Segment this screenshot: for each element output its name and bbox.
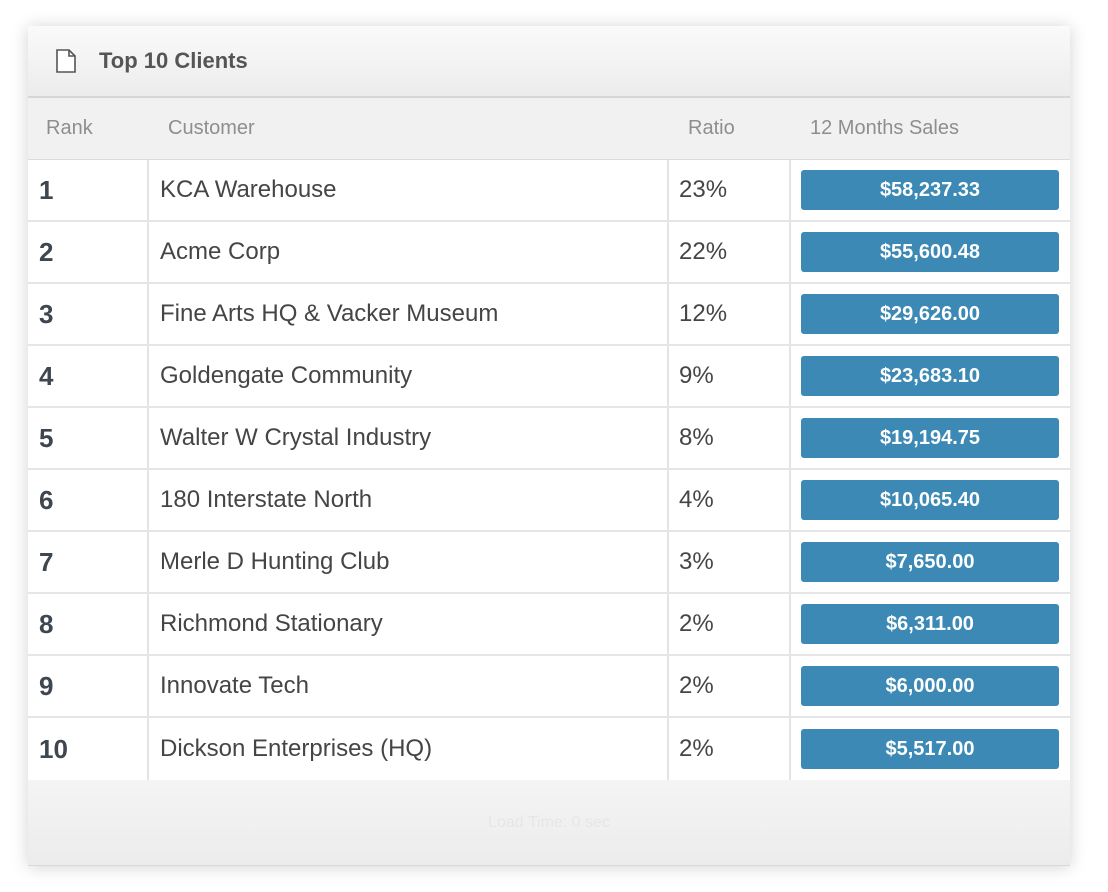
sales-cell: $23,683.10 bbox=[791, 346, 1070, 406]
table-row[interactable]: 7 Merle D Hunting Club 3% $7,650.00 bbox=[28, 532, 1070, 594]
sales-badge: $29,626.00 bbox=[801, 294, 1059, 334]
ratio-cell: 9% bbox=[669, 346, 791, 406]
table-row[interactable]: 6 180 Interstate North 4% $10,065.40 bbox=[28, 470, 1070, 532]
customer-cell: Dickson Enterprises (HQ) bbox=[149, 718, 669, 780]
sales-badge: $10,065.40 bbox=[801, 480, 1059, 520]
column-header-customer[interactable]: Customer bbox=[168, 117, 255, 139]
ratio-cell: 12% bbox=[669, 284, 791, 344]
ratio-cell: 2% bbox=[669, 718, 791, 780]
sales-badge: $55,600.48 bbox=[801, 232, 1059, 272]
sales-cell: $6,311.00 bbox=[791, 594, 1070, 654]
sales-cell: $29,626.00 bbox=[791, 284, 1070, 344]
rank-cell: 9 bbox=[28, 656, 149, 716]
table-row[interactable]: 5 Walter W Crystal Industry 8% $19,194.7… bbox=[28, 408, 1070, 470]
ratio-cell: 2% bbox=[669, 594, 791, 654]
rank-cell: 1 bbox=[28, 160, 149, 220]
rank-cell: 2 bbox=[28, 222, 149, 282]
panel-header: Top 10 Clients bbox=[28, 26, 1070, 98]
sales-cell: $58,237.33 bbox=[791, 160, 1070, 220]
rank-cell: 7 bbox=[28, 532, 149, 592]
table-row[interactable]: 4 Goldengate Community 9% $23,683.10 bbox=[28, 346, 1070, 408]
rank-cell: 10 bbox=[28, 718, 149, 780]
column-header-rank[interactable]: Rank bbox=[46, 117, 93, 139]
sales-badge: $58,237.33 bbox=[801, 170, 1059, 210]
rank-cell: 3 bbox=[28, 284, 149, 344]
rank-cell: 8 bbox=[28, 594, 149, 654]
table-row[interactable]: 10 Dickson Enterprises (HQ) 2% $5,517.00 bbox=[28, 718, 1070, 780]
sales-badge: $6,311.00 bbox=[801, 604, 1059, 644]
customer-cell: Acme Corp bbox=[149, 222, 669, 282]
document-icon bbox=[55, 49, 77, 73]
sales-cell: $55,600.48 bbox=[791, 222, 1070, 282]
sales-cell: $10,065.40 bbox=[791, 470, 1070, 530]
column-header-sales[interactable]: 12 Months Sales bbox=[810, 117, 959, 139]
top-clients-panel: Top 10 Clients Rank Customer Ratio 12 Mo… bbox=[28, 26, 1070, 866]
customer-cell: Merle D Hunting Club bbox=[149, 532, 669, 592]
customer-cell: KCA Warehouse bbox=[149, 160, 669, 220]
panel-title: Top 10 Clients bbox=[99, 48, 248, 73]
ratio-cell: 8% bbox=[669, 408, 791, 468]
ratio-cell: 3% bbox=[669, 532, 791, 592]
table-header: Rank Customer Ratio 12 Months Sales bbox=[28, 98, 1070, 160]
table-row[interactable]: 2 Acme Corp 22% $55,600.48 bbox=[28, 222, 1070, 284]
sales-badge: $23,683.10 bbox=[801, 356, 1059, 396]
column-header-ratio[interactable]: Ratio bbox=[688, 117, 735, 139]
sales-cell: $6,000.00 bbox=[791, 656, 1070, 716]
customer-cell: Richmond Stationary bbox=[149, 594, 669, 654]
table-row[interactable]: 9 Innovate Tech 2% $6,000.00 bbox=[28, 656, 1070, 718]
rank-cell: 5 bbox=[28, 408, 149, 468]
sales-badge: $7,650.00 bbox=[801, 542, 1059, 582]
clients-table-body: 1 KCA Warehouse 23% $58,237.33 2 Acme Co… bbox=[28, 160, 1070, 780]
table-row[interactable]: 8 Richmond Stationary 2% $6,311.00 bbox=[28, 594, 1070, 656]
table-row[interactable]: 1 KCA Warehouse 23% $58,237.33 bbox=[28, 160, 1070, 222]
ratio-cell: 22% bbox=[669, 222, 791, 282]
sales-badge: $5,517.00 bbox=[801, 729, 1059, 769]
sales-cell: $19,194.75 bbox=[791, 408, 1070, 468]
sales-cell: $5,517.00 bbox=[791, 718, 1070, 780]
sales-badge: $19,194.75 bbox=[801, 418, 1059, 458]
customer-cell: Fine Arts HQ & Vacker Museum bbox=[149, 284, 669, 344]
panel-footer: Load Time: 0 sec bbox=[28, 780, 1070, 866]
customer-cell: Innovate Tech bbox=[149, 656, 669, 716]
sales-cell: $7,650.00 bbox=[791, 532, 1070, 592]
load-time-text: Load Time: 0 sec bbox=[488, 813, 610, 831]
customer-cell: Walter W Crystal Industry bbox=[149, 408, 669, 468]
sales-badge: $6,000.00 bbox=[801, 666, 1059, 706]
ratio-cell: 2% bbox=[669, 656, 791, 716]
ratio-cell: 4% bbox=[669, 470, 791, 530]
rank-cell: 4 bbox=[28, 346, 149, 406]
ratio-cell: 23% bbox=[669, 160, 791, 220]
customer-cell: Goldengate Community bbox=[149, 346, 669, 406]
customer-cell: 180 Interstate North bbox=[149, 470, 669, 530]
table-row[interactable]: 3 Fine Arts HQ & Vacker Museum 12% $29,6… bbox=[28, 284, 1070, 346]
rank-cell: 6 bbox=[28, 470, 149, 530]
